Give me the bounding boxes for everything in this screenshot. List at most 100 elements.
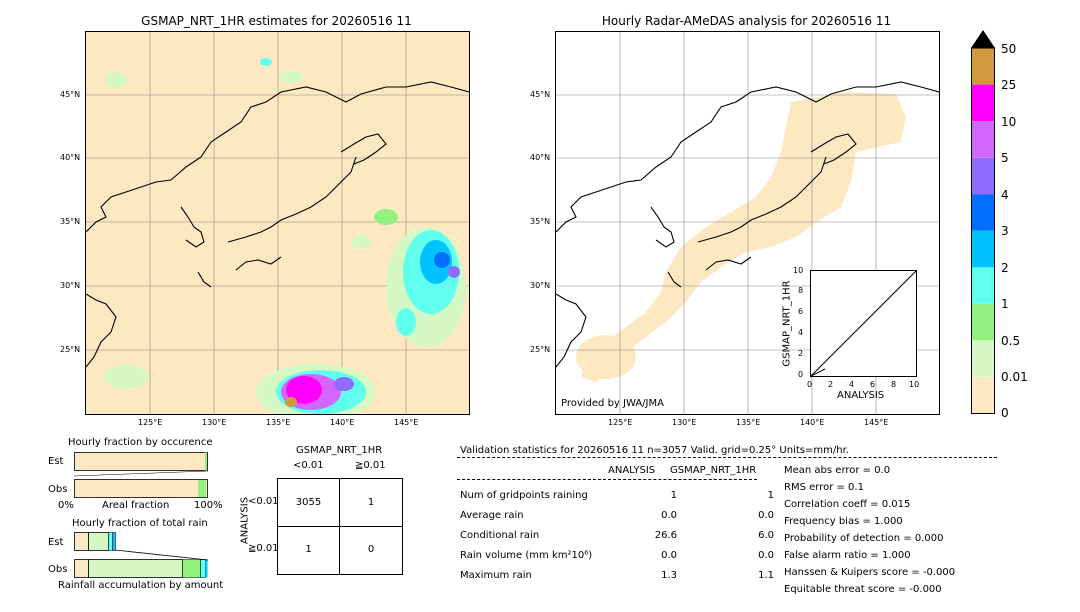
score-item: Frequency bias = 1.000	[784, 516, 903, 527]
stats-col-gsmap: GSMAP_NRT_1HR	[670, 465, 757, 476]
colorbar-segment	[971, 121, 995, 158]
colorbar-label: 2	[1001, 261, 1009, 275]
right-lat-label: 30°N	[530, 281, 551, 290]
validation-header: Validation statistics for 20260516 11 n=…	[460, 445, 849, 456]
contingency-cell: 3055	[295, 497, 322, 508]
colorbar-svg	[971, 30, 995, 414]
scatter-xtick: 10	[909, 380, 920, 389]
scatter-xlabel: ANALYSIS	[837, 390, 885, 401]
scatter-points	[810, 368, 826, 377]
scatter-plot	[810, 270, 917, 377]
right-lon-label: 135°E	[736, 418, 761, 427]
right-map-coverage	[576, 92, 906, 382]
right-lon-label: 130°E	[672, 418, 697, 427]
left-map-title: GSMAP_NRT_1HR estimates for 20260516 11	[141, 14, 412, 28]
stats-table: Num of gridpoints raining 1 1 Average rain…	[454, 485, 780, 585]
scatter-ytick: 4	[798, 328, 804, 337]
row-label-est: Est	[48, 456, 64, 467]
left-lon-label: 130°E	[202, 418, 227, 427]
score-item: Hanssen & Kuipers score = -0.000	[784, 567, 956, 578]
areal-axis-right: 100%	[194, 500, 223, 511]
areal-axis-left: 0%	[58, 500, 74, 511]
scatter-xtick: 0	[807, 380, 813, 389]
colorbar-label: 4	[1001, 188, 1009, 202]
scatter-xtick: 8	[891, 380, 897, 389]
right-lon-label: 125°E	[608, 418, 633, 427]
contingency-col-label: ≧0.01	[355, 460, 386, 471]
colorbar-segment	[971, 303, 995, 341]
scatter-xtick: 4	[849, 380, 855, 389]
row-label-est: Est	[48, 537, 64, 548]
fraction-rain-title: Hourly fraction of total rain	[72, 518, 208, 529]
colorbar-segment	[971, 267, 995, 304]
contingency-grid: 3055 1 1 0	[277, 478, 403, 575]
colorbar-segment	[971, 376, 995, 414]
left-map-grid	[86, 32, 469, 414]
stats-row: Rain volume (mm km²10⁶) 0.0 0.0	[460, 549, 774, 561]
colorbar-label: 1	[1001, 297, 1009, 311]
contingency-cell: 0	[367, 544, 375, 555]
left-lon-label: 135°E	[266, 418, 291, 427]
scatter-ytick: 8	[798, 286, 804, 295]
scatter-ytick: 6	[798, 307, 804, 316]
areal-axis-mid: Areal fraction	[102, 500, 170, 511]
rain-accum-footer: Rainfall accumulation by amount	[58, 580, 224, 591]
colorbar-label: 10	[1001, 115, 1017, 129]
right-map-title: Hourly Radar-AMeDAS analysis for 2026051…	[601, 14, 892, 28]
score-item: Equitable threat score = -0.000	[784, 584, 942, 595]
colorbar-label: 0.5	[1001, 334, 1021, 348]
left-lat-label: 40°N	[60, 153, 81, 162]
colorbar-segment	[971, 157, 995, 195]
left-map-canvas	[86, 32, 469, 414]
left-lat-label: 30°N	[60, 281, 81, 290]
one-to-one-line	[810, 270, 917, 377]
right-map-canvas	[556, 32, 939, 414]
validation-divider	[457, 457, 997, 458]
stats-row: Maximum rain 1.3 1.1	[460, 569, 774, 581]
colorbar-label: 0.01	[1001, 370, 1028, 384]
colorbar-label: 3	[1001, 224, 1009, 238]
colorbar-segment	[971, 340, 995, 377]
colorbar-label: 25	[1001, 78, 1017, 92]
data-credit: Provided by JWA/JMA	[561, 398, 664, 409]
left-lat-label: 25°N	[60, 345, 81, 354]
left-map-rain	[104, 58, 466, 414]
stats-divider	[457, 479, 757, 480]
scatter-xtick: 2	[828, 380, 834, 389]
scatter-ylabel: GSMAP_NRT_1HR	[781, 280, 793, 367]
fraction-occurrence-title: Hourly fraction by occurence	[68, 437, 213, 448]
scatter-ytick: 0	[798, 370, 804, 379]
right-lon-label: 140°E	[800, 418, 825, 427]
right-lat-label: 40°N	[530, 153, 551, 162]
contingency-cell: 1	[367, 497, 375, 508]
score-list: Mean abs error = 0.0 RMS error = 0.1 Cor…	[784, 462, 955, 598]
contingency-row-label: ≧0.01	[248, 543, 279, 554]
score-item: RMS error = 0.1	[784, 482, 864, 493]
left-lon-label: 140°E	[330, 418, 355, 427]
right-lat-label: 25°N	[530, 345, 551, 354]
fraction-rain-chart	[74, 532, 209, 578]
left-map-coast	[86, 81, 469, 368]
fraction-occurrence-chart	[73, 452, 209, 498]
scatter-ytick: 2	[798, 349, 804, 358]
colorbar-segment	[971, 48, 995, 85]
left-lon-label: 125°E	[138, 418, 163, 427]
right-lon-label: 145°E	[864, 418, 889, 427]
score-item: False alarm ratio = 1.000	[784, 550, 911, 561]
stats-row: Average rain 0.0 0.0	[460, 509, 774, 521]
score-item: Correlation coeff = 0.015	[784, 499, 911, 510]
score-item: Mean abs error = 0.0	[784, 465, 891, 476]
right-map-coast	[556, 81, 939, 368]
left-map	[85, 31, 470, 415]
colorbar-segment	[971, 230, 995, 268]
left-lat-label: 45°N	[60, 90, 81, 99]
colorbar-segment	[971, 194, 995, 231]
stats-row: Conditional rain 26.6 6.0	[460, 529, 774, 541]
colorbar	[971, 30, 995, 414]
scatter-inset	[810, 270, 917, 377]
colorbar-label: 5	[1001, 151, 1009, 165]
contingency-cell: 1	[305, 544, 312, 555]
left-lat-label: 35°N	[60, 217, 81, 226]
right-lat-label: 45°N	[530, 90, 551, 99]
score-item: Probability of detection = 0.000	[784, 533, 944, 544]
